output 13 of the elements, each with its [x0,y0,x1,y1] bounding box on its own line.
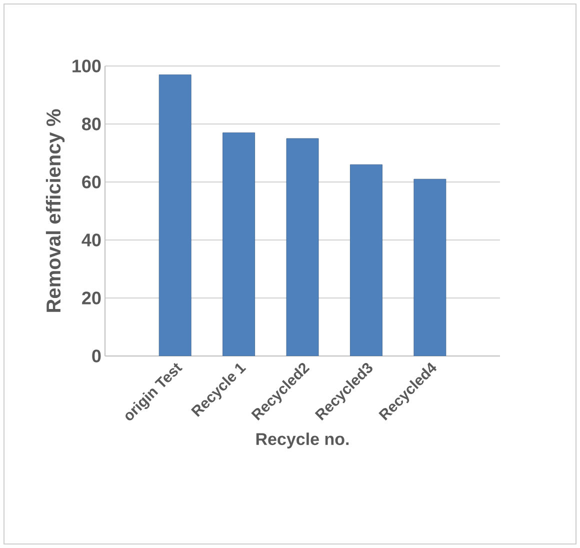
bar [350,164,382,356]
bar [414,178,446,356]
bar [222,132,255,356]
bar [286,138,319,356]
y-tick-label: 0 [92,350,101,362]
y-tick-label: 20 [82,292,101,304]
y-tick-label: 60 [82,176,101,188]
y-tick-label: 100 [72,60,101,72]
x-axis-title: Recycle no. [256,432,349,448]
y-tick-label: 40 [82,234,101,246]
y-tick-label: 80 [82,118,101,130]
y-axis-title: Removal efficiency % [46,109,65,312]
bar [158,74,192,356]
